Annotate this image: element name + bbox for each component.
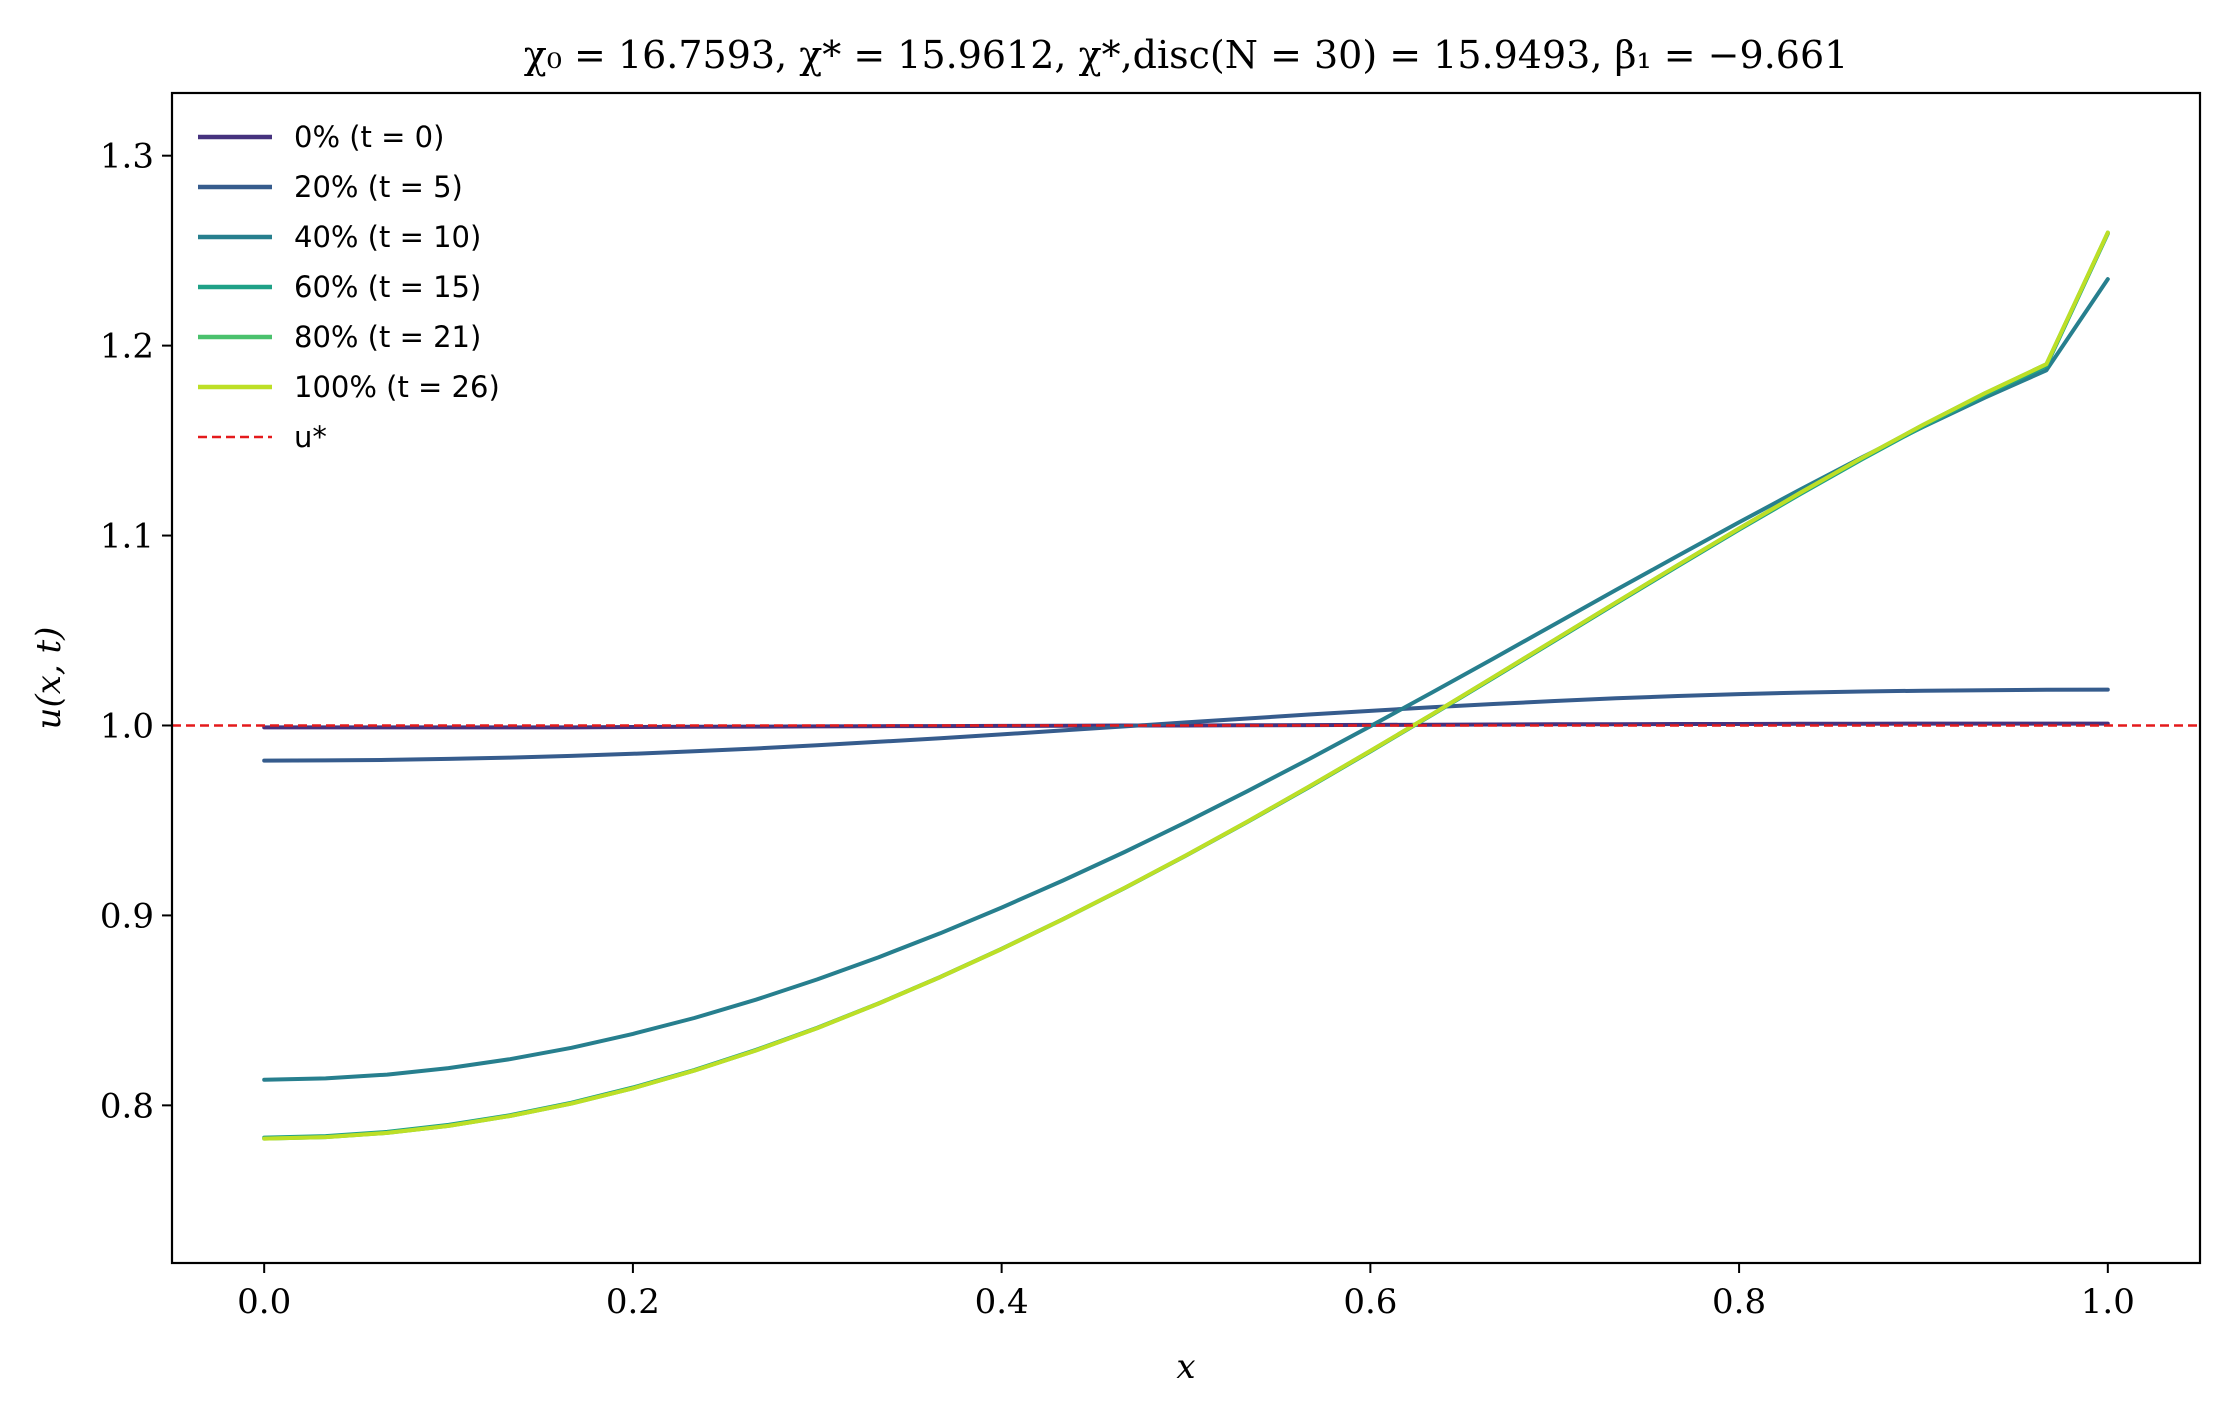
axis-ticks: 0.0 0.2 0.4 0.6 0.8 1.0 0.8 0.9 1.0 1.1 1.2 1.3: [100, 137, 2135, 1322]
x-tick-label: 0.0: [237, 1282, 291, 1322]
y-tick-label: 1.0: [100, 706, 154, 746]
plot-frame: [170, 91, 2202, 1265]
legend-label: 0% (t = 0): [294, 120, 444, 154]
legend-label: 100% (t = 26): [294, 370, 500, 404]
chart-title: χ₀ = 16.7593, χ* = 15.9612, χ*,disc(N = …: [524, 33, 1849, 77]
y-tick-label: 1.3: [100, 137, 154, 177]
x-tick-label: 1.0: [2081, 1282, 2135, 1322]
x-tick-label: 0.4: [975, 1282, 1029, 1322]
legend-label: u*: [294, 420, 327, 454]
series-line-2: [262, 277, 2110, 1082]
x-axis-label: x: [1176, 1347, 1195, 1387]
y-tick-label: 0.9: [100, 896, 154, 936]
plot-area: [172, 230, 2200, 1141]
legend-label: 20% (t = 5): [294, 170, 463, 204]
y-tick-label: 1.1: [100, 517, 154, 557]
legend-label: 80% (t = 21): [294, 320, 481, 354]
x-tick-label: 0.2: [606, 1282, 660, 1322]
legend-label: 60% (t = 15): [294, 270, 481, 304]
y-tick-label: 1.2: [100, 327, 154, 367]
series-line-5: [262, 230, 2110, 1141]
series-group: [172, 230, 2200, 1141]
series-line-1: [262, 687, 2110, 763]
legend-label: 40% (t = 10): [294, 220, 481, 254]
y-tick-label: 0.8: [100, 1086, 154, 1126]
x-tick-label: 0.6: [1343, 1282, 1397, 1322]
legend: 0% (t = 0) 20% (t = 5) 40% (t = 10) 60% (t …: [198, 120, 500, 454]
y-axis-label: u(x, t): [29, 627, 69, 730]
x-tick-label: 0.8: [1712, 1282, 1766, 1322]
